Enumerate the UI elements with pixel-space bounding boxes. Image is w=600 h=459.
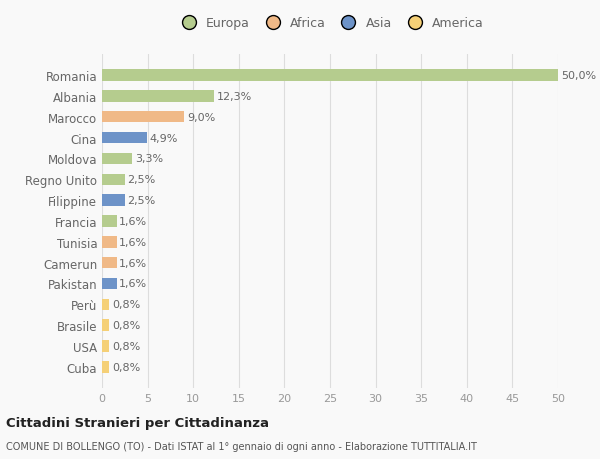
Bar (102, 361, 109, 373)
Bar (102, 133, 146, 144)
Bar (102, 320, 109, 331)
Text: Cittadini Stranieri per Cittadinanza: Cittadini Stranieri per Cittadinanza (6, 416, 269, 429)
Text: 12,3%: 12,3% (217, 92, 252, 102)
Bar (102, 341, 109, 352)
Bar (102, 70, 558, 82)
Text: 1,6%: 1,6% (119, 258, 148, 268)
Bar (102, 216, 116, 227)
Text: 9,0%: 9,0% (187, 112, 215, 123)
Legend: Europa, Africa, Asia, America: Europa, Africa, Asia, America (173, 15, 487, 33)
Text: 50,0%: 50,0% (561, 71, 596, 81)
Bar (102, 174, 125, 185)
Bar (102, 153, 132, 165)
Text: 0,8%: 0,8% (112, 341, 140, 351)
Text: 0,8%: 0,8% (112, 300, 140, 310)
Bar (102, 91, 214, 102)
Bar (102, 299, 109, 310)
Bar (102, 278, 116, 290)
Text: 1,6%: 1,6% (119, 279, 148, 289)
Text: 2,5%: 2,5% (128, 175, 156, 185)
Text: 0,8%: 0,8% (112, 362, 140, 372)
Text: 1,6%: 1,6% (119, 217, 148, 226)
Text: COMUNE DI BOLLENGO (TO) - Dati ISTAT al 1° gennaio di ogni anno - Elaborazione T: COMUNE DI BOLLENGO (TO) - Dati ISTAT al … (6, 441, 477, 451)
Text: 4,9%: 4,9% (149, 133, 178, 143)
Text: 1,6%: 1,6% (119, 237, 148, 247)
Bar (102, 195, 125, 207)
Bar (102, 236, 116, 248)
Text: 3,3%: 3,3% (135, 154, 163, 164)
Bar (102, 112, 184, 123)
Bar (102, 257, 116, 269)
Text: 0,8%: 0,8% (112, 320, 140, 330)
Text: 2,5%: 2,5% (128, 196, 156, 206)
